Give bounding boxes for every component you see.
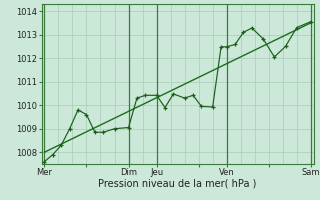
X-axis label: Pression niveau de la mer( hPa ): Pression niveau de la mer( hPa ) [99, 179, 257, 189]
